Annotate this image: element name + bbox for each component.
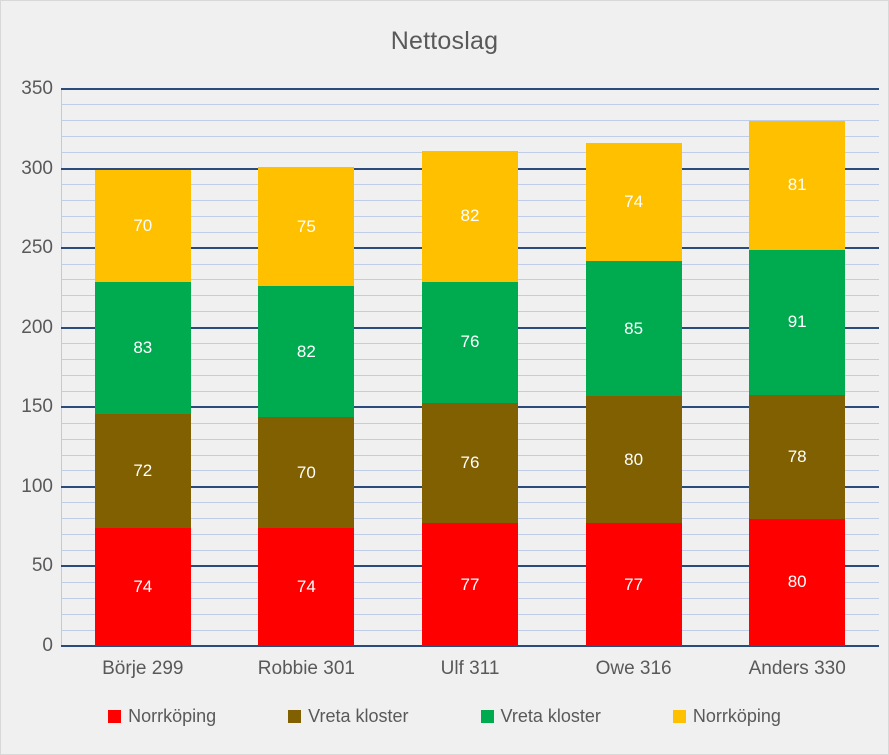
bar-segment[interactable]: 76	[422, 402, 518, 524]
bar-segment-label: 74	[296, 577, 316, 597]
x-axis-category-label: Robbie 301	[257, 658, 355, 679]
chart-title: Nettoslag	[390, 27, 499, 55]
bar-segment[interactable]: 74	[94, 528, 191, 646]
y-axis: 0 50 100 150 200 250 300 350	[1, 78, 53, 656]
major-gridline	[61, 88, 879, 90]
bar-segment-label: 80	[787, 572, 807, 592]
bar-segment-label: 81	[787, 175, 807, 195]
bar-segment-label: 91	[787, 312, 807, 332]
legend-marker-icon	[480, 710, 494, 723]
bar-segment-label: 82	[460, 206, 480, 226]
major-gridline	[61, 645, 879, 647]
legend-item-label: Vreta kloster	[308, 706, 409, 726]
y-axis-tick-label: 250	[21, 237, 53, 259]
bar-segment[interactable]: 78	[749, 394, 846, 519]
bar-segment-label: 80	[624, 449, 644, 469]
minor-gridline	[61, 120, 879, 122]
bar-segment-label: 74	[133, 577, 153, 597]
legend-item-label: Norrköping	[692, 706, 781, 726]
bar-segment[interactable]: 75	[258, 167, 355, 287]
bar-group: 77 80 85 74	[585, 89, 682, 646]
bar-group: 80 78 91 81	[749, 89, 846, 646]
y-axis-tick-label: 100	[21, 475, 53, 497]
legend-item-label: Vreta kloster	[500, 706, 601, 726]
legend-marker-icon	[288, 710, 302, 723]
bar-segment-label: 74	[624, 191, 644, 211]
legend: Norrköping Vreta kloster Vreta kloster Norr…	[1, 706, 888, 727]
bar-segment[interactable]: 74	[258, 528, 355, 646]
legend-item[interactable]: Vreta kloster	[480, 706, 601, 727]
x-axis-category-label: Ulf 311	[440, 658, 500, 679]
legend-item[interactable]: Vreta kloster	[288, 706, 409, 727]
minor-gridline	[61, 104, 879, 106]
bar-segment[interactable]: 85	[585, 260, 682, 397]
y-axis-tick-label: 200	[21, 316, 53, 338]
bar-segment-label: 76	[460, 332, 480, 352]
bar-group: 74 72 83 70	[94, 89, 191, 646]
bar-segment-label: 85	[624, 318, 644, 338]
bar-segment[interactable]: 72	[94, 413, 191, 529]
y-axis-tick-label: 350	[21, 78, 53, 99]
bar-segment[interactable]: 81	[749, 120, 846, 250]
bar-segment[interactable]: 80	[585, 396, 682, 524]
legend-marker-icon	[672, 710, 686, 723]
bar-group: 74 70 82 75	[258, 89, 355, 646]
y-axis-line	[61, 89, 62, 646]
y-axis-tick-label: 0	[42, 635, 53, 656]
bar-segment[interactable]: 77	[585, 523, 682, 646]
bar-segment-label: 72	[133, 460, 153, 480]
x-axis-category-label: Owe 316	[595, 658, 672, 679]
bar-segment[interactable]: 70	[258, 416, 355, 529]
plot-area: 74 72 83 70 74 70 82 75 77 76 76 82 77 80 85 74 80 78 91 81	[61, 88, 879, 647]
bar-segment-label: 70	[296, 462, 316, 482]
bar-segment-label: 77	[460, 574, 480, 594]
bar-segment-label: 77	[624, 574, 644, 594]
legend-item[interactable]: Norrköping	[108, 706, 216, 727]
bar-segment[interactable]: 83	[94, 281, 191, 414]
minor-gridline	[61, 136, 879, 138]
x-axis: Börje 299 Robbie 301 Ulf 311 Owe 316 Anders …	[61, 658, 879, 684]
bar-segment[interactable]: 82	[422, 151, 518, 282]
y-axis-tick-label: 300	[21, 157, 53, 179]
bar-segment[interactable]: 80	[749, 518, 846, 646]
legend-marker-icon	[108, 710, 122, 723]
x-axis-category-label: Börje 299	[102, 658, 184, 679]
x-axis-category-label: Anders 330	[748, 658, 846, 679]
bar-segment[interactable]: 82	[258, 286, 355, 417]
legend-item[interactable]: Norrköping	[672, 706, 781, 727]
bar-group: 77 76 76 82	[422, 89, 518, 646]
bar-segment-label: 75	[296, 216, 316, 236]
bar-segment-label: 82	[296, 341, 316, 361]
bar-segment[interactable]: 91	[749, 249, 846, 395]
y-axis-tick-label: 150	[21, 396, 53, 418]
bar-segment[interactable]: 77	[422, 523, 518, 646]
bar-segment-label: 76	[460, 453, 480, 472]
bar-segment[interactable]: 70	[94, 170, 191, 282]
bar-segment-label: 83	[133, 337, 153, 357]
legend-item-label: Norrköping	[128, 706, 217, 726]
bar-segment[interactable]: 76	[422, 281, 518, 403]
bar-segment-label: 78	[787, 446, 807, 466]
y-axis-tick-label: 50	[31, 555, 53, 577]
bar-segment[interactable]: 74	[585, 143, 682, 261]
bar-segment-label: 70	[133, 215, 153, 235]
